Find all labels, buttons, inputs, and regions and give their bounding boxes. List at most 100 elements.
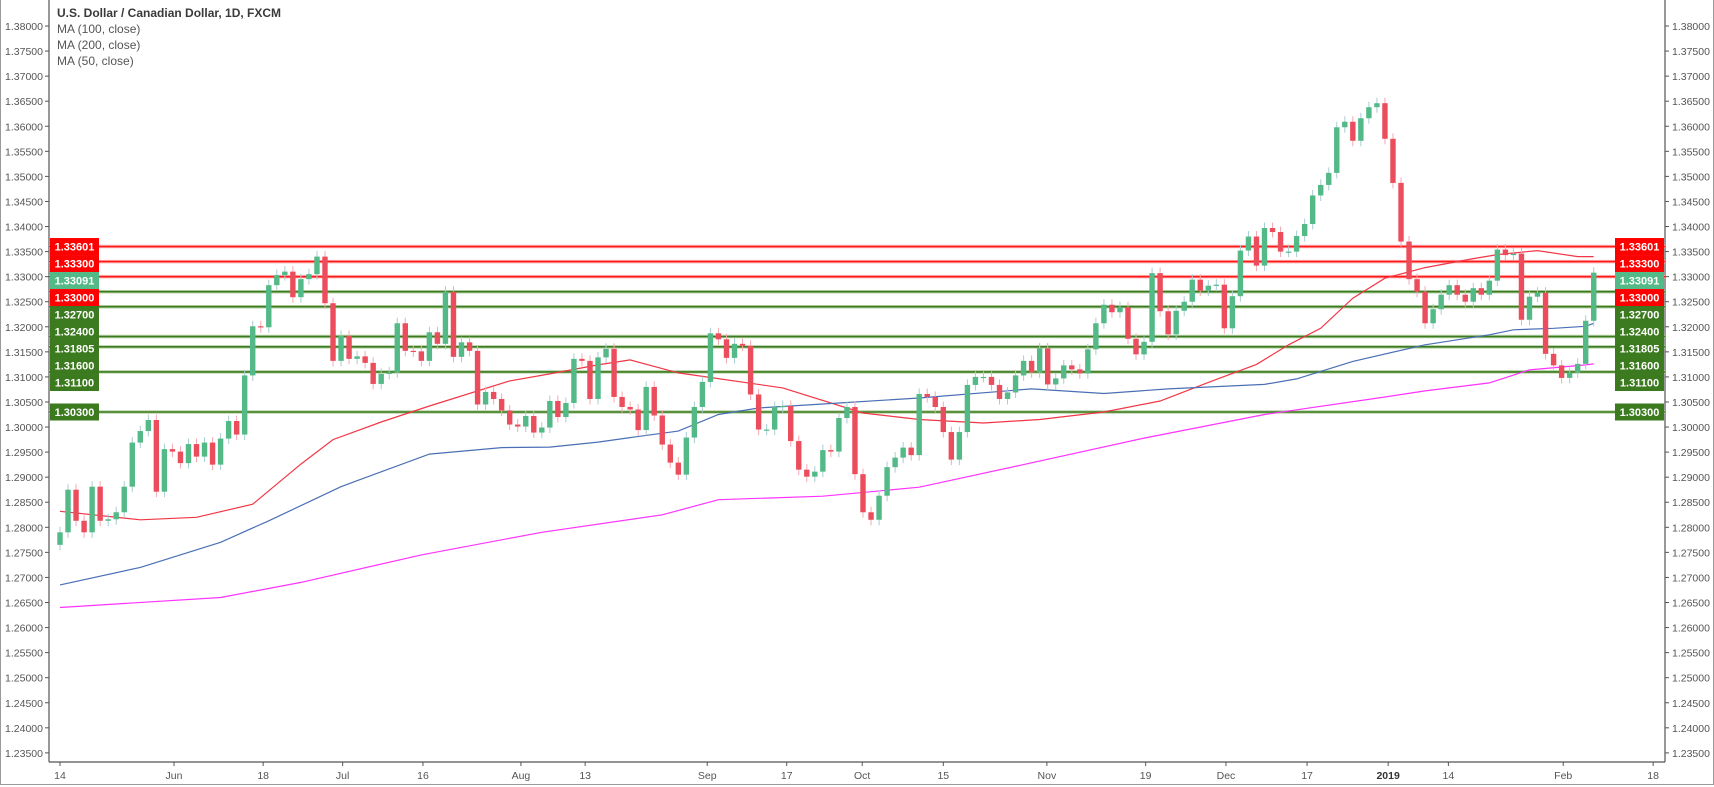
candle-body[interactable] (619, 396, 625, 407)
ma-line-ma200[interactable] (59, 363, 1594, 609)
candle-body[interactable] (555, 400, 561, 418)
candle-body[interactable] (1245, 236, 1252, 251)
candle-body[interactable] (1085, 349, 1091, 374)
candle-body[interactable] (1221, 284, 1228, 329)
candle-body[interactable] (1261, 228, 1268, 266)
candle-body[interactable] (940, 406, 946, 433)
candle-body[interactable] (1366, 107, 1372, 119)
candle-body[interactable] (948, 432, 955, 460)
candle-body[interactable] (1350, 121, 1356, 141)
candle-body[interactable] (274, 275, 280, 286)
candle-body[interactable] (1189, 279, 1195, 302)
candle-body[interactable] (169, 449, 176, 452)
candle-body[interactable] (121, 486, 127, 513)
candle-body[interactable] (233, 421, 240, 435)
candle-body[interactable] (1117, 307, 1123, 313)
candle-body[interactable] (844, 406, 850, 419)
candle-body[interactable] (177, 451, 184, 464)
candle-body[interactable] (1028, 360, 1035, 373)
candle-body[interactable] (876, 495, 882, 520)
candle-body[interactable] (1358, 118, 1364, 141)
candle-body[interactable] (201, 442, 208, 457)
candle-body[interactable] (587, 360, 593, 399)
candle-body[interactable] (667, 444, 673, 463)
candle-body[interactable] (153, 420, 160, 492)
candle-body[interactable] (450, 291, 457, 357)
candle-body[interactable] (322, 256, 328, 304)
candle-body[interactable] (868, 512, 874, 520)
candle-body[interactable] (1342, 121, 1348, 128)
candle-body[interactable] (1173, 310, 1179, 335)
candle-body[interactable] (1398, 182, 1404, 242)
candle-body[interactable] (988, 376, 995, 385)
candle-body[interactable] (1077, 369, 1083, 374)
candle-body[interactable] (258, 326, 264, 328)
candle-body[interactable] (1093, 323, 1099, 350)
candle-body[interactable] (924, 393, 930, 397)
candle-body[interactable] (89, 486, 95, 533)
candle-body[interactable] (828, 450, 834, 452)
candle-body[interactable] (531, 416, 537, 433)
candle-body[interactable] (1229, 296, 1236, 329)
candle-body[interactable] (1149, 273, 1155, 342)
candle-body[interactable] (1486, 280, 1493, 295)
candle-body[interactable] (1012, 375, 1019, 393)
candle-body[interactable] (1550, 353, 1557, 366)
candle-body[interactable] (1213, 284, 1220, 286)
candle-body[interactable] (193, 444, 200, 457)
candle-body[interactable] (1558, 365, 1565, 378)
candle-body[interactable] (378, 373, 384, 384)
candle-body[interactable] (611, 348, 617, 397)
candle-body[interactable] (715, 333, 722, 340)
study-ma200[interactable]: MA (200, close) (57, 38, 141, 52)
candle-body[interactable] (1020, 360, 1027, 376)
candle-body[interactable] (643, 386, 649, 431)
candle-body[interactable] (370, 362, 376, 384)
candle-body[interactable] (57, 532, 63, 545)
candle-body[interactable] (426, 332, 433, 361)
candle-body[interactable] (1462, 294, 1468, 302)
candle-body[interactable] (964, 384, 971, 433)
candle-body[interactable] (402, 323, 408, 351)
candle-body[interactable] (523, 416, 529, 427)
candle-body[interactable] (1583, 320, 1589, 364)
candle-body[interactable] (225, 421, 232, 439)
candle-body[interactable] (410, 350, 417, 353)
candle-body[interactable] (595, 357, 601, 399)
candle-body[interactable] (1165, 311, 1171, 335)
candle-body[interactable] (1133, 338, 1139, 355)
candle-body[interactable] (217, 438, 224, 465)
candle-body[interactable] (884, 467, 890, 496)
ma-line-ma50[interactable] (59, 249, 1594, 521)
candle-body[interactable] (306, 274, 312, 280)
candle-body[interactable] (241, 375, 248, 435)
candle-body[interactable] (1542, 292, 1549, 354)
candle-body[interactable] (1414, 279, 1420, 292)
candle-body[interactable] (1494, 249, 1501, 281)
candle-body[interactable] (1318, 184, 1324, 196)
candle-body[interactable] (747, 345, 754, 395)
candle-body[interactable] (707, 333, 714, 382)
candle-body[interactable] (515, 424, 521, 427)
candle-body[interactable] (466, 342, 473, 351)
candle-body[interactable] (1101, 304, 1107, 324)
candle-body[interactable] (1197, 279, 1203, 291)
candle-body[interactable] (362, 356, 368, 363)
candle-body[interactable] (780, 405, 786, 408)
candle-body[interactable] (1478, 288, 1485, 295)
candle-body[interactable] (458, 342, 465, 357)
candle-body[interactable] (755, 394, 762, 430)
candle-body[interactable] (1438, 294, 1444, 310)
candle-body[interactable] (1566, 372, 1573, 378)
candle-body[interactable] (579, 358, 585, 361)
candle-body[interactable] (1253, 236, 1260, 266)
candle-body[interactable] (1534, 292, 1541, 297)
candle-body[interactable] (418, 351, 425, 361)
candle-body[interactable] (1382, 103, 1388, 139)
candle-body[interactable] (1502, 249, 1509, 256)
candle-body[interactable] (161, 449, 168, 492)
candle-body[interactable] (97, 486, 103, 521)
candle-body[interactable] (490, 391, 497, 399)
candle-body[interactable] (1309, 195, 1316, 225)
study-ma50[interactable]: MA (50, close) (57, 54, 134, 68)
